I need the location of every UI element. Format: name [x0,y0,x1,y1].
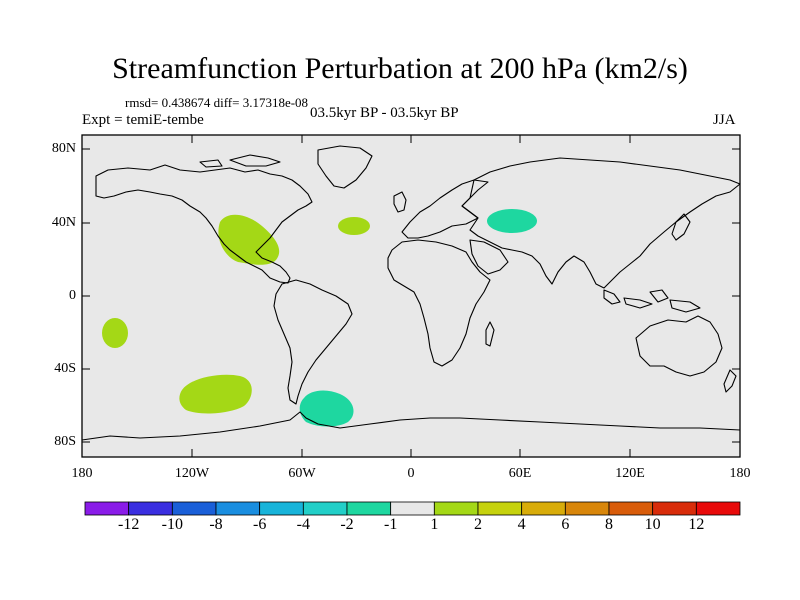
lat-label-40s: 40S [54,361,76,376]
coast-arctic-islands [199,154,281,168]
lon-label-60w: 60W [288,466,316,481]
colorbar-label: 8 [605,516,613,533]
experiment-label: Expt = temiE-tembe [82,112,204,128]
colorbar-label: 2 [474,516,482,533]
colorbar-label: 6 [561,516,570,533]
stats-text: rmsd= 0.438674 diff= 3.17318e-08 [125,95,309,110]
colorbar-swatch [564,501,610,516]
colorbar-swatch [171,501,217,516]
colorbar-swatch [259,501,304,516]
colorbar-label: -2 [340,516,354,533]
colorbar-swatch [302,501,348,516]
colorbar-swatch [390,501,435,516]
colorbar-label: 12 [688,516,705,533]
colorbar-swatch [477,501,523,516]
colorbar [84,501,741,516]
colorbar-label: 10 [644,516,661,533]
lat-label-40n: 40N [51,215,76,230]
coast-japan [671,213,691,241]
coast-australia [635,315,723,377]
period-label: 03.5kyr BP - 03.5kyr BP [310,105,459,121]
coast-madagascar [485,321,495,347]
coast-africa [387,239,491,367]
lon-label-120e: 120E [615,466,645,481]
coast-british-isles [393,191,407,213]
colorbar-swatch [215,501,261,516]
coast-greenland [317,145,373,189]
anomaly-central-asia [487,209,537,233]
colorbar-label: -6 [252,516,267,533]
colorbar-label: -4 [296,516,310,533]
lon-label-120w: 120W [174,466,210,481]
colorbar-label: -12 [117,516,140,533]
colorbar-swatch [433,501,479,516]
colorbar-label: -8 [209,516,223,533]
coast-arabia [469,239,509,275]
coast-new-zealand [723,369,737,393]
colorbar-label: -10 [161,516,183,533]
coast-asia [461,157,741,289]
lon-label-180e: 180 [729,466,751,481]
anomaly-drake-passage [299,390,354,427]
lat-label-0: 0 [69,288,76,303]
colorbar-label: 1 [430,516,439,533]
lat-label-80s: 80S [54,434,76,449]
colorbar-swatch [608,501,654,516]
season-label: JJA [713,112,736,128]
lon-label-60e: 60E [508,466,532,481]
coast-south-america [273,279,353,405]
coastlines [81,145,741,441]
colorbar-swatch [84,501,130,516]
anomaly-north-atlantic [338,217,370,235]
colorbar-swatch [128,501,173,516]
lon-label-0: 0 [407,466,415,481]
anomaly-layer [102,209,537,427]
coast-antarctica [81,411,741,441]
colorbar-swatch [521,501,566,516]
colorbar-swatch [652,501,697,516]
axis-ticks [81,135,741,457]
coast-north-america [95,164,313,284]
colorbar-label: 4 [517,516,526,533]
plot-title: Streamfunction Perturbation at 200 hPa (… [112,52,688,85]
lat-label-80n: 80N [51,141,76,156]
anomaly-southeast-pacific [179,374,252,414]
colorbar-swatch [695,501,741,516]
coast-indonesia [603,289,701,313]
map-background [82,135,740,457]
anomaly-south-pacific [102,318,128,348]
lon-label-180w: 180 [71,466,93,481]
colorbar-label: -1 [383,516,398,533]
colorbar-swatch [346,501,392,516]
